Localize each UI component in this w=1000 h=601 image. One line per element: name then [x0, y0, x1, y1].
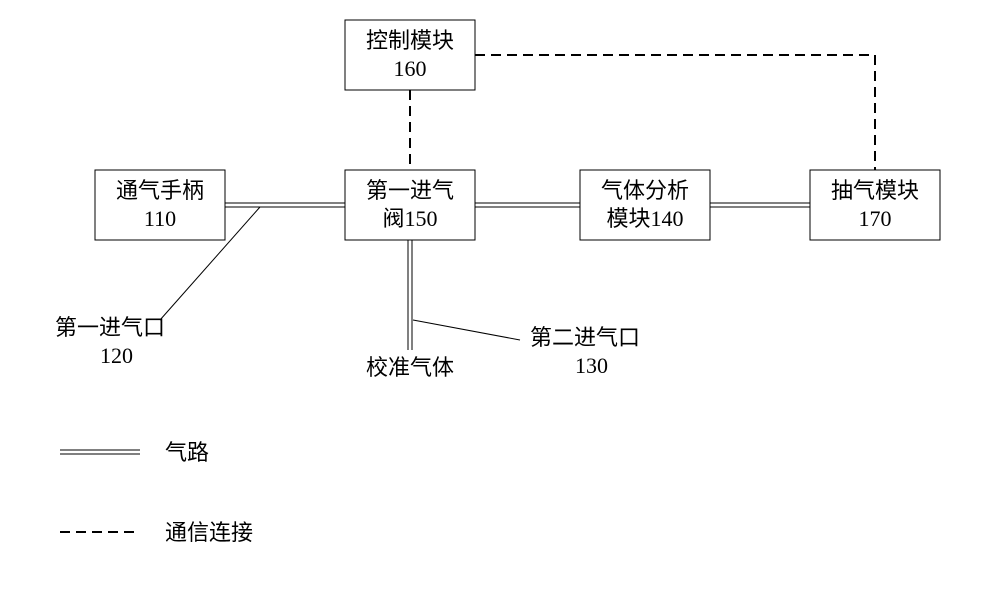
node-valve: 第一进气 阀150 [345, 170, 475, 240]
label-inlet1-line1: 第一进气口 [55, 315, 165, 340]
node-control-line2: 160 [394, 56, 427, 81]
node-analyzer: 气体分析 模块140 [580, 170, 710, 240]
node-control-line1: 控制模块 [366, 28, 454, 53]
comm-control-to-pump [475, 55, 875, 170]
node-pump: 抽气模块 170 [810, 170, 940, 240]
node-pump-line2: 170 [859, 206, 892, 231]
node-handle: 通气手柄 110 [95, 170, 225, 240]
node-pump-line1: 抽气模块 [831, 178, 919, 203]
leader-inlet2 [413, 320, 520, 340]
node-handle-line1: 通气手柄 [116, 178, 204, 203]
node-valve-line1: 第一进气 [366, 178, 454, 203]
legend-gas-label: 气路 [165, 440, 209, 465]
node-valve-line2: 阀150 [382, 206, 437, 231]
legend-comm: 通信连接 [60, 520, 253, 545]
node-analyzer-line2: 模块140 [606, 206, 683, 231]
label-inlet2-line1: 第二进气口 [530, 325, 640, 350]
label-inlet1-line2: 120 [100, 343, 133, 368]
node-handle-line2: 110 [144, 206, 176, 231]
legend-gas: 气路 [60, 440, 209, 465]
node-analyzer-line1: 气体分析 [601, 178, 689, 203]
legend-comm-label: 通信连接 [165, 520, 253, 545]
gas-analyzer-to-pump [710, 203, 810, 207]
label-inlet2-line2: 130 [575, 353, 608, 378]
gas-valve-to-analyzer [475, 203, 580, 207]
gas-valve-to-calib [408, 240, 412, 350]
node-control: 控制模块 160 [345, 20, 475, 90]
label-calib-gas: 校准气体 [366, 355, 454, 380]
gas-handle-to-valve [225, 203, 345, 207]
